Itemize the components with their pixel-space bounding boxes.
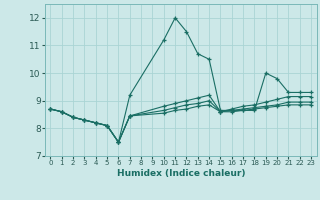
X-axis label: Humidex (Indice chaleur): Humidex (Indice chaleur) (116, 169, 245, 178)
